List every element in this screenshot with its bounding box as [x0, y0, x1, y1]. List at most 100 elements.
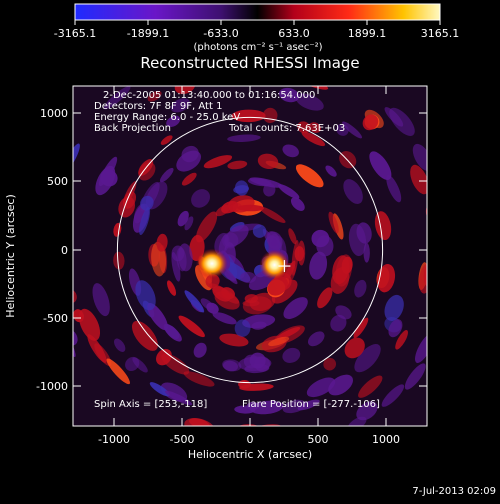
y-tick-label: -500 — [43, 312, 68, 325]
solar-limb-circle — [116, 116, 384, 384]
texture-blob — [412, 143, 427, 171]
texture-blob — [170, 98, 190, 113]
texture-blob — [404, 363, 426, 390]
image-area — [43, 86, 456, 426]
texture-blob — [263, 183, 276, 197]
flare-source — [195, 248, 228, 279]
colorbar-tick-label: -3165.1 — [54, 27, 96, 40]
x-axis-ticks — [113, 86, 387, 426]
colorbar-tick-label: -633.0 — [203, 27, 238, 40]
texture-blob — [323, 357, 337, 371]
texture-blob — [279, 87, 300, 103]
texture-blob — [228, 203, 242, 212]
texture-blob — [87, 334, 107, 363]
spin-axis-marker — [278, 260, 291, 273]
texture-blob — [160, 135, 173, 145]
flare-sources — [195, 248, 290, 280]
texture-blob — [212, 286, 231, 302]
texture-blob — [268, 336, 290, 347]
texture-blob — [308, 122, 322, 133]
texture-blob — [335, 305, 352, 320]
texture-blob — [354, 344, 381, 373]
texture-blob — [258, 206, 286, 223]
texture-blob — [444, 273, 456, 287]
texture-blob — [73, 143, 80, 172]
texture-blob — [290, 197, 305, 211]
texture-blob — [295, 93, 324, 111]
texture-blob — [330, 314, 347, 332]
texture-blob — [184, 290, 205, 313]
texture-blob — [43, 244, 49, 257]
total-counts-label: Total counts: 7.63E+03 — [228, 123, 345, 134]
texture-blob — [181, 172, 197, 186]
texture-blob — [159, 167, 174, 183]
colorbar-units: (photons cm⁻² s⁻¹ asec⁻²) — [193, 42, 322, 53]
texture-blob — [234, 405, 256, 414]
texture-blob — [181, 145, 199, 163]
texture-blob — [384, 294, 404, 321]
texture-blob — [239, 383, 274, 391]
time-range-label: 2-Dec-2005 01:13:40.000 to 01:16:54.000 — [103, 90, 315, 101]
colorbar — [74, 3, 441, 21]
texture-blob — [51, 207, 61, 228]
footer-date: 7-Jul-2013 02:09 — [412, 486, 496, 497]
colorbar-tick-label: 1899.1 — [348, 27, 387, 40]
x-axis-label: Heliocentric X (arcsec) — [188, 448, 312, 461]
texture-blob — [233, 185, 250, 194]
texture-blob — [354, 279, 367, 298]
texture-blob — [171, 251, 181, 282]
texture-blob — [316, 235, 334, 257]
texture-blob — [106, 358, 130, 385]
texture-blob — [78, 308, 101, 341]
texture-blob — [147, 303, 168, 331]
spin-axis-label: Spin Axis = [253,-118] — [94, 399, 207, 410]
texture-blob — [288, 228, 297, 245]
colorbar-ticks — [74, 20, 441, 25]
texture-blob — [271, 279, 298, 304]
texture-blob — [297, 240, 306, 266]
texture-blob — [234, 319, 251, 337]
texture-blob — [301, 131, 326, 147]
texture-blob — [249, 352, 266, 369]
texture-blob — [212, 312, 237, 325]
y-tick-label: 0 — [61, 244, 68, 257]
texture-blob — [47, 238, 57, 257]
texture-blob — [183, 371, 215, 387]
texture-blob — [184, 216, 194, 231]
texture-blob — [242, 300, 260, 307]
texture-blob — [358, 375, 383, 398]
texture-blob — [252, 224, 267, 238]
texture-blob — [147, 90, 162, 102]
texture-blob — [240, 271, 257, 284]
texture-blob — [343, 179, 363, 204]
texture-blob — [267, 276, 288, 296]
texture-blob — [437, 212, 455, 243]
texture-blob — [113, 251, 125, 270]
x-tick-label: 1000 — [372, 433, 400, 446]
texture-blob — [369, 151, 392, 180]
texture-blob — [348, 223, 367, 257]
detectors-label: Detectors: 7F 8F 9F, Att 1 — [94, 101, 222, 112]
texture-blob — [384, 107, 404, 127]
texture-blob — [92, 283, 110, 317]
texture-blob — [440, 308, 455, 326]
texture-blob — [344, 337, 365, 359]
flare-source — [259, 249, 290, 280]
texture-blob — [306, 377, 336, 398]
texture-blob — [297, 399, 320, 411]
texture-blob — [325, 165, 337, 177]
texture-blob — [266, 231, 283, 250]
texture-blob — [395, 330, 408, 350]
texture-blob — [317, 287, 333, 309]
figure-title: Reconstructed RHESSI Image — [140, 54, 359, 72]
colorbar-tick-label: 633.0 — [278, 27, 310, 40]
texture-blob — [276, 327, 301, 340]
texture-blob — [103, 86, 131, 110]
texture-blob — [193, 342, 207, 358]
texture-blob — [224, 224, 249, 247]
y-tick-label: -1000 — [36, 380, 68, 393]
texture-blob — [161, 353, 190, 375]
texture-blob — [178, 243, 193, 272]
texture-blob — [242, 314, 276, 329]
texture-blob — [156, 233, 168, 252]
